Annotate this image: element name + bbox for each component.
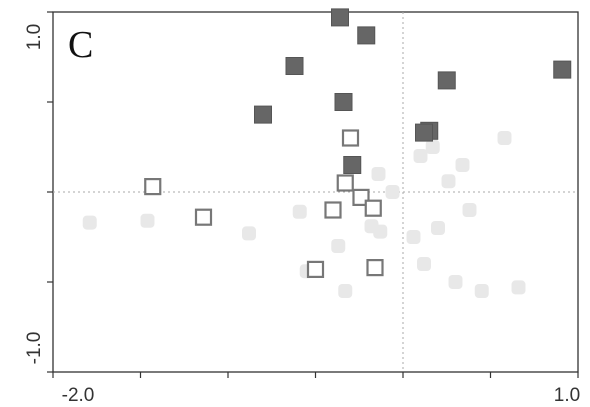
faint-square-point [448, 275, 463, 289]
filled-square-point [415, 123, 433, 142]
open-square-point [341, 129, 360, 147]
filled-square-point [437, 71, 456, 90]
open-square-point [144, 178, 162, 196]
faint-square-point [242, 226, 256, 241]
faint-square-point [371, 167, 386, 181]
faint-square-point [373, 224, 388, 239]
faint-square-point [441, 174, 456, 189]
open-square-point [364, 199, 382, 217]
faint-square-point [455, 158, 470, 172]
open-square-point [194, 208, 213, 226]
x-tick-label-min: -2.0 [62, 385, 95, 406]
faint-square-point [331, 239, 346, 253]
faint-square-point [431, 221, 445, 235]
filled-square-point [331, 8, 349, 27]
faint-square-point [338, 284, 353, 298]
filled-square-point [553, 60, 572, 79]
faint-square-point [425, 140, 440, 154]
open-square-point [336, 174, 354, 192]
open-square-point [324, 201, 342, 219]
faint-square-point [385, 185, 400, 199]
open-square-point [366, 259, 384, 277]
faint-square-point [406, 230, 421, 244]
faint-square-point [413, 149, 428, 163]
axis-ticks [47, 11, 579, 378]
faint-square-point [511, 280, 526, 295]
filled-square-point [254, 105, 272, 124]
faint-square-point [462, 203, 477, 217]
faint-square-point [474, 284, 489, 298]
faint-square-point [292, 204, 307, 219]
filled-square-point [285, 57, 304, 75]
faint-square-point [417, 257, 431, 271]
faint-square-point [82, 215, 97, 230]
filled-square-point [334, 93, 353, 111]
x-tick-label-max: 1.0 [554, 385, 580, 406]
filled-square-point [343, 156, 362, 174]
faint-square-point [497, 131, 512, 145]
y-tick-label-max: 1.0 [24, 24, 45, 50]
plot-frame [52, 11, 579, 373]
open-square-point [306, 260, 325, 278]
data-points [82, 8, 572, 298]
panel-label: C [68, 24, 93, 66]
faint-square-point [140, 213, 155, 228]
y-tick-label-min: -1.0 [24, 332, 45, 365]
filled-square-point [357, 26, 376, 45]
